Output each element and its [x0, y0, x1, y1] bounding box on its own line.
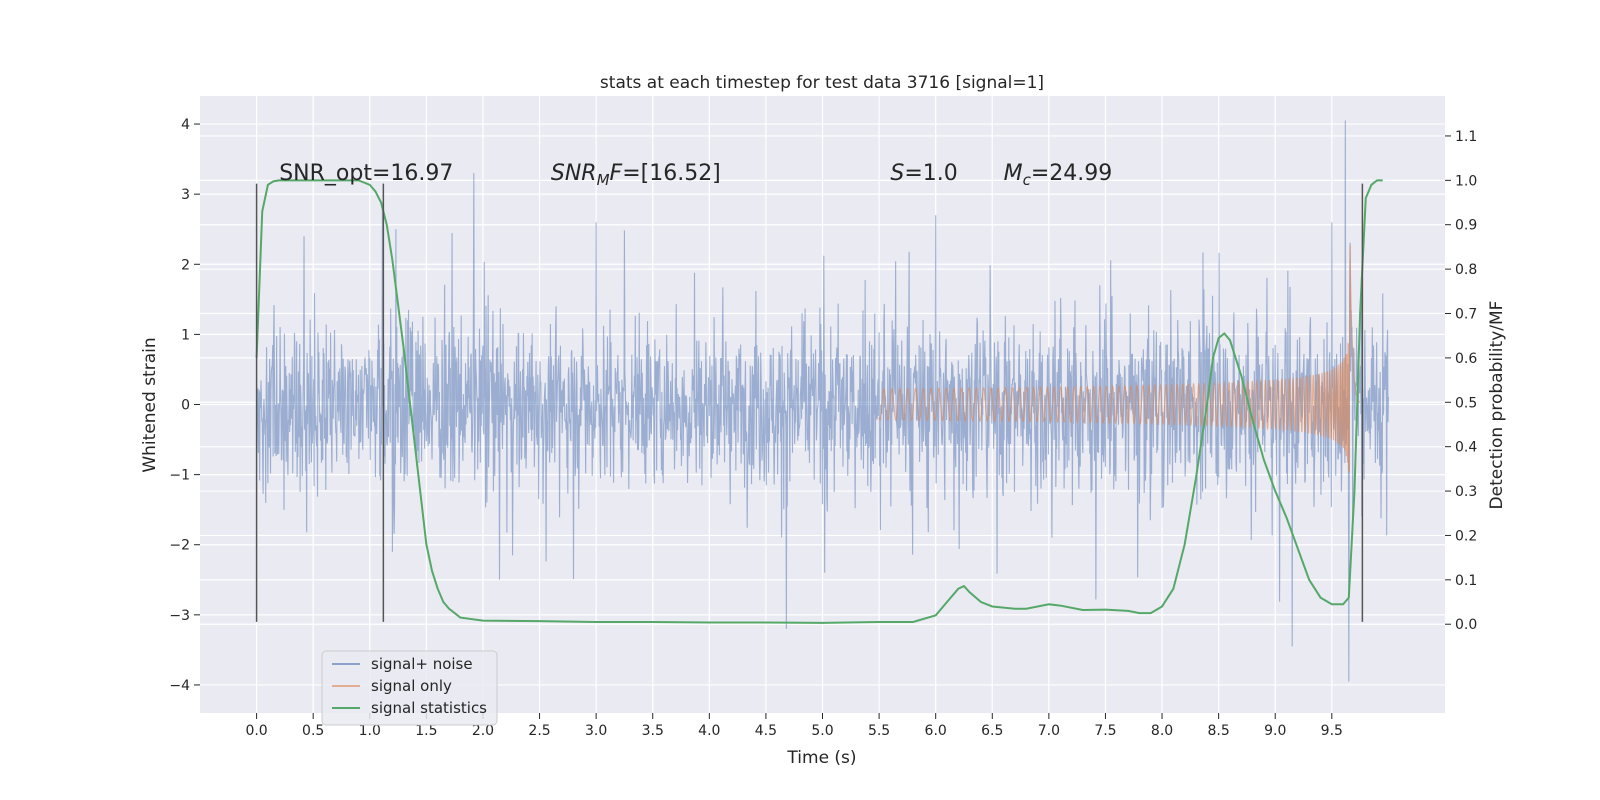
annotation-3: Mc=24.99: [1004, 161, 1113, 189]
y-axis-label: Whitened strain: [140, 337, 160, 472]
x-tick-label: 7.5: [1094, 723, 1116, 739]
x-tick-label: 9.5: [1321, 723, 1343, 739]
y2-tick-label: 0.1: [1455, 573, 1477, 589]
y2-tick-label: 1.1: [1455, 129, 1477, 145]
x-tick-label: 0.5: [302, 723, 324, 739]
y-axis-left: 4 3 2 1 0 −1 −2 −3 −4: [169, 117, 200, 694]
y2-tick-label: 0.5: [1455, 395, 1477, 411]
annotation-1: SNRMF=[16.52]: [551, 161, 721, 189]
x-tick-label: 4.5: [755, 723, 777, 739]
x-tick-label: 6.0: [925, 723, 947, 739]
x-tick-label: 0.0: [245, 723, 267, 739]
y2-tick-label: 0.9: [1455, 218, 1477, 234]
x-tick-label: 2.5: [528, 723, 550, 739]
x-tick-label: 5.5: [868, 723, 890, 739]
y-tick-label: −1: [169, 468, 190, 484]
legend-label-signal-only: signal only: [371, 677, 452, 695]
y2-tick-label: 0.7: [1455, 307, 1477, 323]
x-tick-label: 6.5: [981, 723, 1003, 739]
y-tick-label: 3: [181, 187, 190, 203]
x-tick-label: 7.0: [1038, 723, 1060, 739]
legend-box: [321, 650, 498, 726]
x-tick-label: 3.0: [585, 723, 607, 739]
x-axis-label: Time (s): [786, 748, 856, 768]
y2-tick-label: 0.3: [1455, 484, 1477, 500]
legend: signal+ noise signal only signal statist…: [321, 650, 498, 726]
series-signal-noise: [256, 120, 1389, 682]
y-tick-label: −2: [169, 538, 190, 554]
y2-tick-label: 0.0: [1455, 617, 1477, 633]
y2-tick-label: 0.8: [1455, 262, 1477, 278]
y2-tick-label: 0.2: [1455, 528, 1477, 544]
y2-tick-label: 0.6: [1455, 351, 1477, 367]
y-axis-right: 1.1 1.0 0.9 0.8 0.7 0.6 0.5 0.4 0.3 0.2 0.1 0.0: [1445, 129, 1477, 633]
x-tick-label: 8.0: [1151, 723, 1173, 739]
y-tick-label: 1: [181, 327, 190, 343]
x-tick-label: 8.5: [1208, 723, 1230, 739]
y2-tick-label: 0.4: [1455, 440, 1477, 456]
y2-tick-label: 1.0: [1455, 173, 1477, 189]
series-group: [255, 120, 1389, 682]
x-tick-label: 9.0: [1264, 723, 1286, 739]
x-tick-label: 3.5: [642, 723, 664, 739]
vertical-markers: [255, 183, 1364, 622]
y2-axis-label: Detection probability/MF: [1487, 301, 1507, 510]
chart-title: stats at each timestep for test data 371…: [600, 73, 1044, 93]
x-tick-label: 4.0: [698, 723, 720, 739]
y-tick-label: 2: [181, 257, 190, 273]
x-tick-label: 5.0: [811, 723, 833, 739]
x-tick-label: 2.0: [472, 723, 494, 739]
series-signal-statistics: [255, 179, 1383, 624]
annotation-2: S=1.0: [890, 161, 957, 186]
annotation-0: SNR_opt=16.97: [279, 161, 453, 186]
x-tick-label: 1.0: [359, 723, 381, 739]
legend-label-signal-statistics: signal statistics: [371, 699, 487, 717]
legend-label-signal-noise: signal+ noise: [371, 655, 473, 673]
annotations: SNR_opt=16.97 SNRMF=[16.52] S=1.0 Mc=24.99: [279, 161, 1112, 189]
series-signal-only: [878, 245, 1361, 473]
y-tick-label: −3: [169, 608, 190, 624]
y-tick-label: 0: [181, 398, 190, 414]
y-tick-label: 4: [181, 117, 190, 133]
x-tick-label: 1.5: [415, 723, 437, 739]
x-axis: 0.0 0.5 1.0 1.5 2.0 2.5 3.0 3.5 4.0 4.5 5.0 5.5 6.0 6…: [245, 713, 1343, 739]
y-tick-label: −4: [169, 678, 190, 694]
